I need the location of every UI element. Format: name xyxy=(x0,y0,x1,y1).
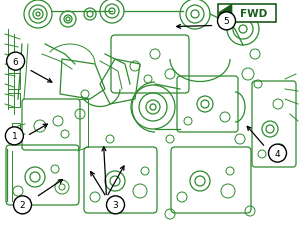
Text: FWD: FWD xyxy=(240,9,268,19)
Circle shape xyxy=(218,13,236,31)
FancyBboxPatch shape xyxy=(218,5,276,23)
Circle shape xyxy=(14,196,32,214)
Circle shape xyxy=(5,127,23,145)
Polygon shape xyxy=(218,5,232,23)
Text: 5: 5 xyxy=(224,17,230,26)
Text: 6: 6 xyxy=(13,57,19,66)
Text: 2: 2 xyxy=(20,200,25,210)
Text: 1: 1 xyxy=(11,132,17,141)
Circle shape xyxy=(106,196,124,214)
Text: 3: 3 xyxy=(112,200,118,210)
Text: 4: 4 xyxy=(275,149,280,158)
Circle shape xyxy=(268,144,286,162)
Circle shape xyxy=(7,53,25,71)
